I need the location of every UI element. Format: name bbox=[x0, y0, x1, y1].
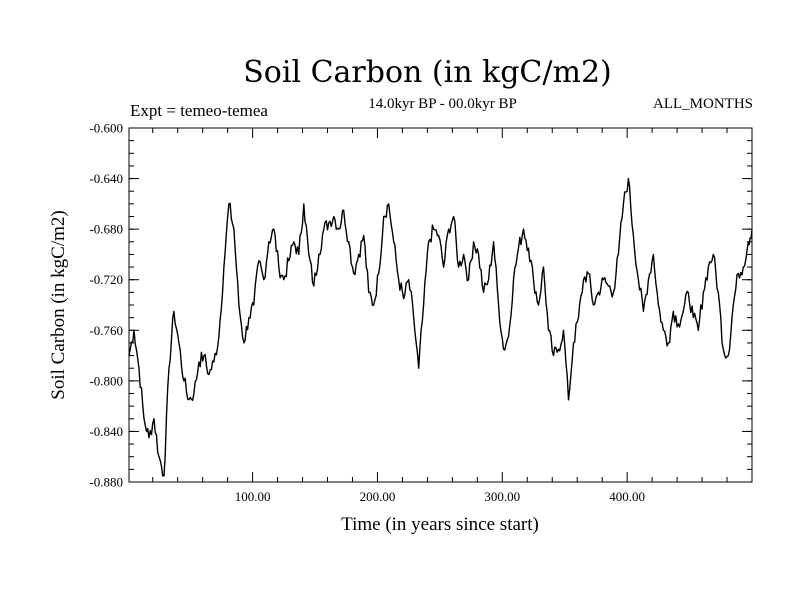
axis-ticks: -0.600 -0.640 -0.680 -0.720 -0.760 -0.800 -0.8… bbox=[89, 121, 752, 504]
series-group bbox=[128, 177, 753, 477]
chart-subtitle: 14.0kyr BP - 00.0kyr BP bbox=[368, 96, 517, 112]
y-tick-label: -0.720 bbox=[89, 272, 123, 287]
y-tick-label: -0.840 bbox=[89, 424, 123, 439]
experiment-label: Expt = temeo-temea bbox=[130, 101, 268, 120]
y-tick-label: -0.880 bbox=[89, 475, 123, 490]
y-tick-label: -0.640 bbox=[89, 171, 123, 186]
x-tick-label: 400.00 bbox=[609, 489, 645, 504]
y-axis-label: Soil Carbon (in kgC/m2) bbox=[48, 210, 69, 399]
y-tick-label: -0.760 bbox=[89, 323, 123, 338]
chart-title: Soil Carbon (in kgC/m2) bbox=[243, 55, 612, 90]
y-tick-label: -0.680 bbox=[89, 222, 123, 237]
series-line bbox=[128, 177, 753, 477]
y-tick-label: -0.800 bbox=[89, 373, 123, 388]
x-tick-label: 300.00 bbox=[484, 489, 520, 504]
x-tick-label: 200.00 bbox=[360, 489, 396, 504]
period-label: ALL_MONTHS bbox=[653, 96, 753, 112]
x-axis-label: Time (in years since start) bbox=[341, 514, 539, 535]
y-tick-label: -0.600 bbox=[89, 121, 123, 136]
x-tick-label: 100.00 bbox=[235, 489, 271, 504]
